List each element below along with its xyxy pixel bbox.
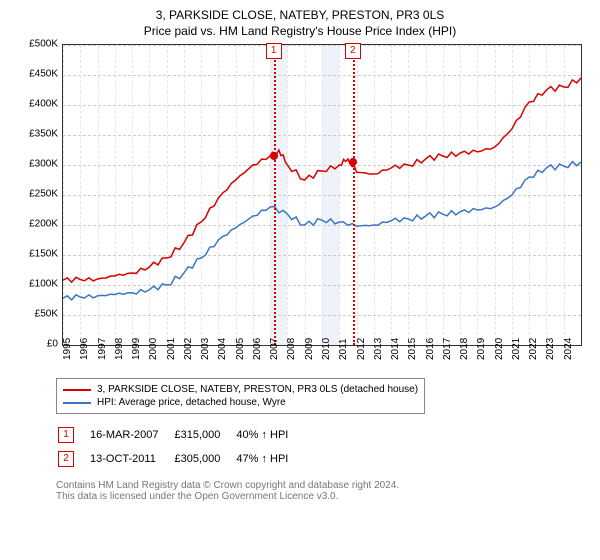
events-table: 1 16-MAR-2007£315,00040% ↑ HPI 2 13-OCT-201… bbox=[56, 422, 304, 472]
legend-label: 3, PARKSIDE CLOSE, NATEBY, PRESTON, PR3 … bbox=[97, 384, 418, 395]
event-badge: 2 bbox=[345, 43, 361, 59]
y-axis: £0£50K£100K£150K£200K£250K£300K£350K£400… bbox=[20, 44, 60, 344]
event-date: 13-OCT-2011 bbox=[90, 448, 172, 470]
x-tick-label: 2022 bbox=[528, 338, 539, 360]
event-price: £315,000 bbox=[174, 424, 234, 446]
chart-area: £0 £50K £100K £150K £200K £250K £300K £350K £400… bbox=[20, 44, 580, 374]
y-tick-label: £50K bbox=[35, 309, 58, 320]
y-tick-label: £300K bbox=[29, 159, 58, 170]
event-price: £305,000 bbox=[174, 448, 234, 470]
line-canvas bbox=[63, 45, 581, 345]
event-row: 2 13-OCT-2011£305,00047% ↑ HPI bbox=[58, 448, 302, 470]
x-tick-label: 1996 bbox=[79, 338, 90, 360]
y-tick-label: £350K bbox=[29, 129, 58, 140]
y-tick-label: £0 bbox=[47, 339, 58, 350]
x-tick-label: 2024 bbox=[563, 338, 574, 360]
x-tick-label: 2007 bbox=[269, 338, 280, 360]
x-tick-label: 1995 bbox=[62, 338, 73, 360]
x-tick-label: 1999 bbox=[131, 338, 142, 360]
x-tick-label: 2000 bbox=[148, 338, 159, 360]
footer-attribution: Contains HM Land Registry data © Crown c… bbox=[56, 480, 588, 502]
legend-swatch bbox=[63, 402, 91, 404]
x-tick-label: 2005 bbox=[235, 338, 246, 360]
x-tick-label: 2006 bbox=[252, 338, 263, 360]
event-date: 16-MAR-2007 bbox=[90, 424, 172, 446]
x-tick-label: 2016 bbox=[425, 338, 436, 360]
event-delta: 40% ↑ HPI bbox=[236, 424, 302, 446]
event-vline bbox=[353, 45, 355, 345]
chart-subtitle: Price paid vs. HM Land Registry's House … bbox=[12, 24, 588, 38]
x-tick-label: 2018 bbox=[459, 338, 470, 360]
y-tick-label: £150K bbox=[29, 249, 58, 260]
event-badge-cell: 2 bbox=[58, 451, 74, 467]
x-tick-label: 2004 bbox=[217, 338, 228, 360]
series-line-hpi bbox=[63, 162, 581, 300]
x-axis: 1995199619971998199920002001200220032004… bbox=[62, 344, 580, 374]
x-tick-label: 1998 bbox=[114, 338, 125, 360]
x-tick-label: 2010 bbox=[321, 338, 332, 360]
x-tick-label: 1997 bbox=[97, 338, 108, 360]
x-tick-label: 2019 bbox=[476, 338, 487, 360]
x-tick-label: 2009 bbox=[304, 338, 315, 360]
event-badge: 1 bbox=[266, 43, 282, 59]
x-tick-label: 2001 bbox=[166, 338, 177, 360]
legend-box: 3, PARKSIDE CLOSE, NATEBY, PRESTON, PR3 … bbox=[56, 378, 425, 414]
y-tick-label: £450K bbox=[29, 69, 58, 80]
x-tick-label: 2021 bbox=[511, 338, 522, 360]
event-badge-cell: 1 bbox=[58, 427, 74, 443]
legend-label: HPI: Average price, detached house, Wyre bbox=[97, 397, 286, 408]
x-tick-label: 2012 bbox=[356, 338, 367, 360]
x-tick-label: 2002 bbox=[183, 338, 194, 360]
y-tick-label: £400K bbox=[29, 99, 58, 110]
y-tick-label: £100K bbox=[29, 279, 58, 290]
x-tick-label: 2017 bbox=[442, 338, 453, 360]
legend-item: HPI: Average price, detached house, Wyre bbox=[63, 396, 418, 409]
y-tick-label: £200K bbox=[29, 219, 58, 230]
x-tick-label: 2011 bbox=[338, 338, 349, 360]
x-tick-label: 2003 bbox=[200, 338, 211, 360]
event-row: 1 16-MAR-2007£315,00040% ↑ HPI bbox=[58, 424, 302, 446]
chart-title: 3, PARKSIDE CLOSE, NATEBY, PRESTON, PR3 … bbox=[12, 8, 588, 22]
legend-swatch bbox=[63, 389, 91, 391]
x-tick-label: 2008 bbox=[286, 338, 297, 360]
x-tick-label: 2015 bbox=[407, 338, 418, 360]
y-tick-label: £250K bbox=[29, 189, 58, 200]
x-tick-label: 2013 bbox=[373, 338, 384, 360]
footer-line2: This data is licensed under the Open Gov… bbox=[56, 491, 588, 502]
sale-marker bbox=[349, 158, 357, 166]
sale-marker bbox=[270, 152, 278, 160]
legend-item: 3, PARKSIDE CLOSE, NATEBY, PRESTON, PR3 … bbox=[63, 383, 418, 396]
series-line-property bbox=[63, 78, 581, 282]
x-tick-label: 2020 bbox=[494, 338, 505, 360]
x-tick-label: 2023 bbox=[545, 338, 556, 360]
plot-region: 12 bbox=[62, 44, 582, 346]
footer-line1: Contains HM Land Registry data © Crown c… bbox=[56, 480, 588, 491]
x-tick-label: 2014 bbox=[390, 338, 401, 360]
event-vline bbox=[274, 45, 276, 345]
y-tick-label: £500K bbox=[29, 39, 58, 50]
event-delta: 47% ↑ HPI bbox=[236, 448, 302, 470]
